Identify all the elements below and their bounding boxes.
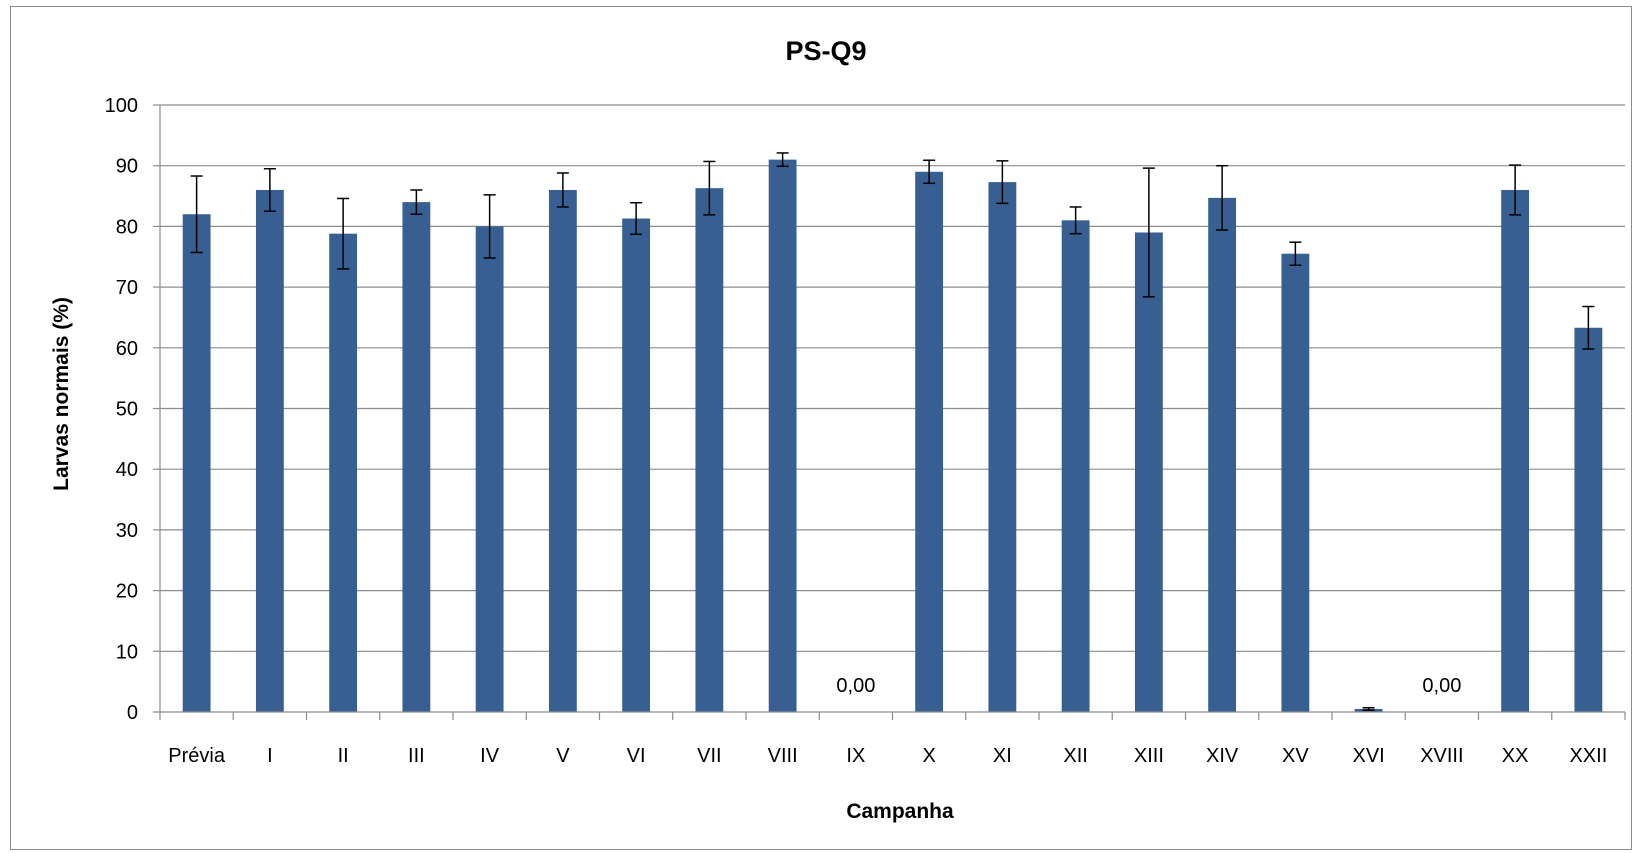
bar (1501, 189, 1530, 713)
error-bars (190, 152, 1595, 711)
bar (1574, 327, 1603, 712)
y-tick-label: 80 (116, 216, 138, 238)
y-tick-label: 100 (105, 95, 138, 117)
bar (255, 189, 284, 713)
data-labels: 0,00 0,00 (836, 675, 1461, 697)
gridlines (160, 104, 1625, 652)
axes (153, 104, 1626, 720)
x-tick-label: XXII (1569, 745, 1607, 767)
x-tick-label: II (338, 745, 349, 767)
x-tick-label: XVIII (1420, 745, 1463, 767)
data-label: 0,00 (836, 675, 875, 697)
bar (548, 189, 577, 713)
y-tick-label: 30 (116, 520, 138, 542)
y-tick-label: 20 (116, 581, 138, 603)
x-tick-label: XIV (1206, 745, 1239, 767)
y-tick-label: 40 (116, 459, 138, 481)
x-tick-label: XX (1502, 745, 1529, 767)
y-tick-label: 70 (116, 277, 138, 299)
x-tick-label: XII (1063, 745, 1087, 767)
y-tick-label: 50 (116, 399, 138, 421)
bar (768, 159, 797, 712)
bars (182, 159, 1603, 713)
y-tick-label: 10 (116, 641, 138, 663)
bar (988, 182, 1017, 713)
bar (402, 202, 431, 712)
bar (1061, 220, 1090, 712)
x-tick-label: XI (993, 745, 1012, 767)
y-tick-label: 60 (116, 338, 138, 360)
x-tick-label: XVI (1353, 745, 1385, 767)
x-tick-label: Prévia (168, 745, 226, 767)
y-tick-label: 90 (116, 156, 138, 178)
data-label: 0,00 (1422, 675, 1461, 697)
x-tick-label: XV (1282, 745, 1309, 767)
bar (475, 226, 504, 712)
x-tick-label: VII (697, 745, 721, 767)
bar (1134, 232, 1163, 712)
chart-title: PS-Q9 (785, 36, 866, 66)
x-tick-label: IV (480, 745, 500, 767)
x-tick-label: III (408, 745, 425, 767)
bar (1208, 197, 1237, 713)
y-tick-label: 0 (127, 702, 138, 724)
x-tick-label: IX (846, 745, 865, 767)
bar (1281, 253, 1310, 712)
x-tick-label: VI (627, 745, 646, 767)
bar (915, 171, 944, 712)
x-tick-label: X (922, 745, 935, 767)
x-tick-label: VIII (768, 745, 798, 767)
bar (622, 218, 651, 712)
bar (182, 214, 211, 712)
x-tick-label: V (556, 745, 570, 767)
x-axis-title: Campanha (846, 800, 954, 823)
x-tick-label: I (267, 745, 273, 767)
x-tick-label: XIII (1134, 745, 1164, 767)
x-tick-labels: Prévia I II III IV V VI VII VIII IX X XI XII XIII XIV X… (168, 745, 1607, 767)
bar (695, 188, 724, 712)
y-axis-title: Larvas normais (%) (50, 297, 73, 491)
bar (329, 233, 358, 712)
y-tick-labels: 0 10 20 30 40 50 60 70 80 90 100 (105, 95, 138, 724)
